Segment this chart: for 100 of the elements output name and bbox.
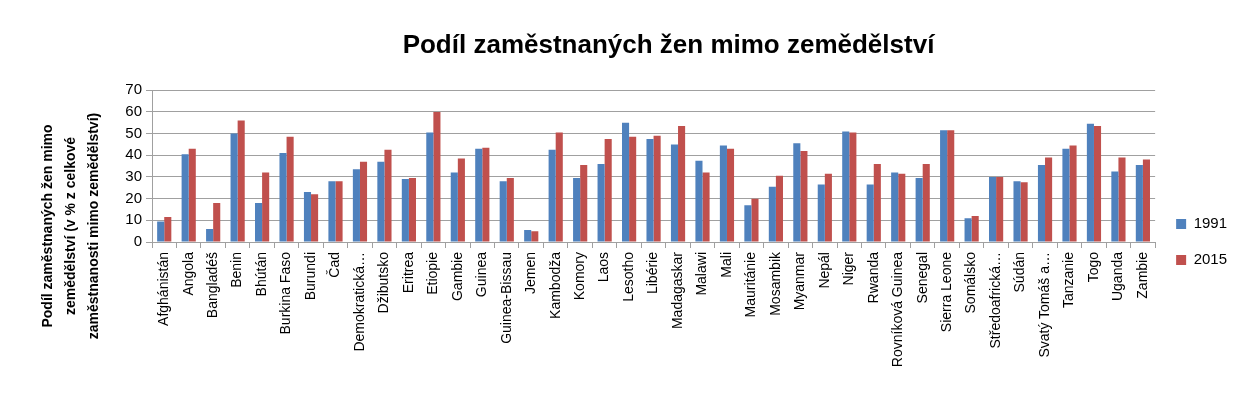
legend-label: 2015: [1193, 250, 1228, 268]
bar: [719, 145, 727, 242]
bar: [629, 136, 637, 242]
bar: [213, 202, 221, 242]
bar: [1045, 157, 1053, 242]
bar: [580, 165, 588, 242]
x-tick-label: Džibutsko: [375, 251, 392, 314]
x-tick-label: Libérie: [644, 251, 661, 295]
x-tick-label: Čad: [326, 252, 343, 278]
bar: [548, 149, 556, 242]
x-tick-label: Togo: [1084, 251, 1101, 283]
x-tick-label: Bhútán: [252, 252, 269, 297]
bar: [181, 154, 189, 242]
bar: [328, 181, 336, 242]
bar: [922, 163, 930, 242]
bar: [1020, 182, 1028, 242]
bar: [352, 169, 360, 242]
x-tick-label: Svatý Tomáš a…: [1035, 252, 1052, 358]
bar: [1069, 145, 1077, 242]
y-tick-label: 60: [125, 102, 142, 120]
bar: [695, 160, 703, 242]
bar: [335, 181, 343, 242]
bar: [947, 130, 955, 242]
bar: [230, 133, 238, 242]
bar: [303, 192, 312, 242]
x-tick-label: Sierra Leone: [938, 251, 955, 333]
x-tick-label: Angola: [179, 251, 196, 296]
bar: [622, 122, 630, 242]
x-tick-label: Uganda: [1109, 251, 1126, 302]
bar: [377, 161, 385, 242]
bar: [1111, 171, 1119, 242]
bar: [751, 198, 759, 242]
bar: [426, 132, 434, 242]
bar: [401, 179, 409, 242]
bar: [524, 230, 532, 242]
x-tick-label: Madagaskar: [668, 251, 685, 330]
x-tick-label: Mosambik: [766, 251, 783, 316]
bar: [237, 120, 245, 242]
bar: [555, 132, 563, 242]
bar: [670, 144, 679, 242]
bar: [915, 178, 923, 242]
bar: [408, 178, 416, 242]
y-tick-label: 70: [125, 80, 142, 98]
x-tick-label: Guinea-Bissau: [497, 252, 514, 344]
y-axis-title: Podíl zaměstnaných žen mimo zemědělství (v % z celkové zaměstnanosti mimo zemědělství): [38, 112, 101, 340]
bar: [891, 172, 899, 242]
bar: [286, 136, 294, 242]
x-tick-label: Afghánistán: [155, 252, 172, 326]
bar: [653, 135, 661, 242]
y-tick-label: 20: [125, 188, 142, 206]
bar: [842, 131, 850, 242]
bar: [262, 172, 270, 242]
bar: [157, 221, 165, 242]
bar: [359, 161, 368, 242]
bar: [164, 217, 172, 242]
bar: [971, 215, 979, 242]
x-tick-label: Tanzanie: [1060, 251, 1077, 309]
bar: [450, 172, 458, 242]
x-tick-label: Komory: [571, 252, 588, 301]
x-tick-label: Laos: [595, 252, 612, 283]
x-tick-label: Súdán: [1011, 252, 1028, 293]
x-tick-label: Rwanda: [864, 251, 881, 304]
bar: [646, 138, 654, 242]
bar: [1037, 165, 1046, 242]
bar: [597, 163, 605, 242]
bar: [678, 125, 686, 242]
x-tick-label: Myanmar: [791, 251, 808, 311]
bar: [1135, 165, 1143, 242]
bar: [940, 130, 948, 242]
bar: [279, 153, 287, 242]
bar: [996, 176, 1004, 242]
bar: [311, 194, 319, 242]
x-tick-label: Burundi: [301, 252, 318, 301]
x-tick-label: Malawi: [693, 252, 710, 296]
x-tick-label: Zambie: [1133, 251, 1150, 299]
bar: [475, 148, 483, 242]
x-tick-label: Demokratická…: [350, 252, 367, 352]
bar: [849, 132, 857, 242]
bar: [800, 150, 808, 242]
bar: [1118, 157, 1126, 242]
bar: [573, 178, 581, 242]
bar: [482, 147, 490, 242]
bar: [531, 231, 539, 242]
legend-label: 1991: [1193, 214, 1228, 232]
chart-title: Podíl zaměstnaných žen mimo zemědělství: [402, 28, 936, 59]
x-tick-label: Burkina Faso: [277, 251, 294, 335]
x-tick-label: Jemen: [522, 252, 539, 295]
x-tick-label: Benin: [228, 252, 245, 288]
y-tick-label: 10: [125, 210, 142, 228]
bar: [1013, 181, 1021, 242]
bar: [775, 175, 783, 242]
x-tick-label: Senegal: [913, 252, 930, 304]
x-tick-label: Gambie: [448, 251, 465, 302]
bar: [824, 173, 832, 242]
bar: [499, 181, 507, 242]
x-tick-label: Nepál: [815, 252, 832, 289]
bar: [793, 143, 801, 242]
bar: [1062, 148, 1070, 242]
bar: [384, 149, 392, 242]
x-tick-label: Niger: [840, 251, 857, 286]
